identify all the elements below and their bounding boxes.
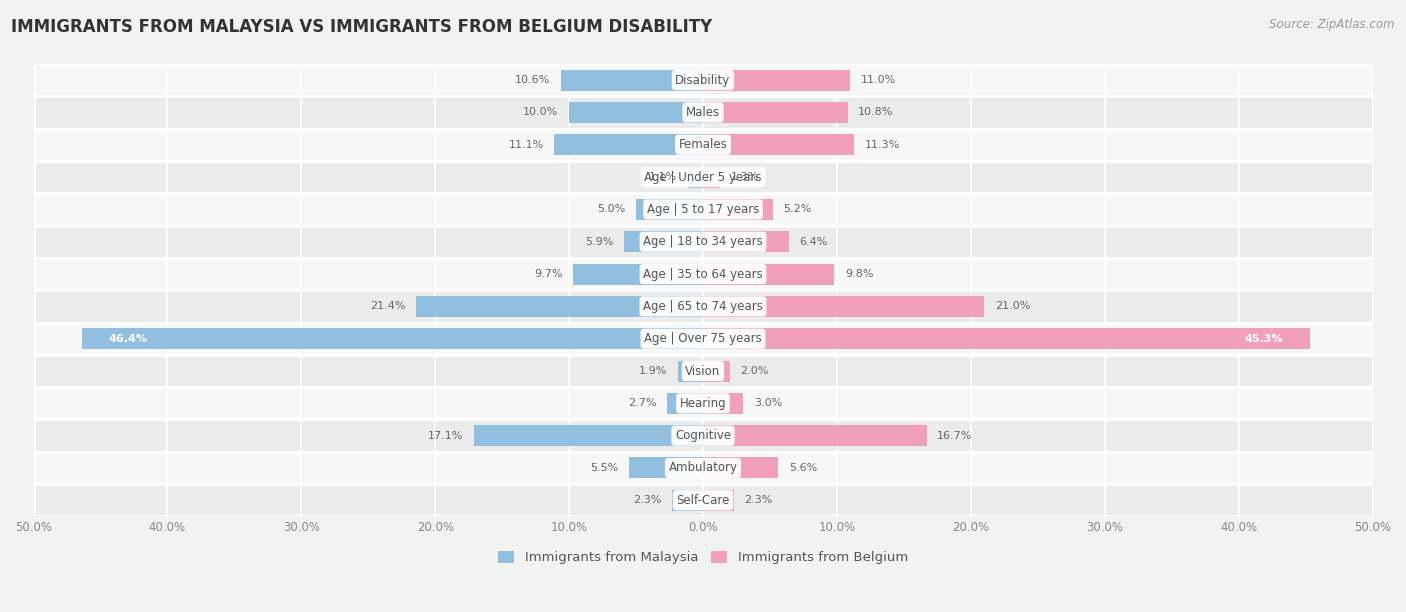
Text: 2.3%: 2.3% <box>633 495 661 506</box>
Text: 11.3%: 11.3% <box>865 140 900 150</box>
Text: 9.8%: 9.8% <box>845 269 873 279</box>
Bar <box>689 166 703 188</box>
Bar <box>561 70 703 91</box>
Text: Age | 5 to 17 years: Age | 5 to 17 years <box>647 203 759 216</box>
Bar <box>703 264 834 285</box>
Text: 10.8%: 10.8% <box>858 108 894 118</box>
Text: 1.3%: 1.3% <box>731 172 759 182</box>
Text: 1.1%: 1.1% <box>650 172 678 182</box>
Text: 9.7%: 9.7% <box>534 269 562 279</box>
Bar <box>703 134 855 155</box>
FancyBboxPatch shape <box>34 419 1372 452</box>
Bar <box>630 457 703 479</box>
Bar <box>703 296 984 317</box>
Bar <box>624 231 703 252</box>
Bar <box>672 490 703 511</box>
FancyBboxPatch shape <box>34 193 1372 226</box>
Text: 3.0%: 3.0% <box>754 398 782 408</box>
FancyBboxPatch shape <box>34 355 1372 387</box>
Legend: Immigrants from Malaysia, Immigrants from Belgium: Immigrants from Malaysia, Immigrants fro… <box>498 551 908 564</box>
Text: 10.6%: 10.6% <box>515 75 550 85</box>
Bar <box>574 264 703 285</box>
Text: 5.5%: 5.5% <box>591 463 619 473</box>
Text: 21.4%: 21.4% <box>370 301 406 312</box>
Text: 5.9%: 5.9% <box>585 237 613 247</box>
Bar <box>703 490 734 511</box>
Text: Age | 35 to 64 years: Age | 35 to 64 years <box>643 267 763 280</box>
Text: 5.2%: 5.2% <box>783 204 811 214</box>
FancyBboxPatch shape <box>34 64 1372 96</box>
Bar <box>678 360 703 381</box>
Bar <box>703 166 720 188</box>
Bar <box>703 70 851 91</box>
Text: 2.3%: 2.3% <box>745 495 773 506</box>
Bar <box>569 102 703 123</box>
Text: Age | 65 to 74 years: Age | 65 to 74 years <box>643 300 763 313</box>
Bar <box>703 425 927 446</box>
FancyBboxPatch shape <box>34 129 1372 161</box>
Text: 21.0%: 21.0% <box>995 301 1031 312</box>
FancyBboxPatch shape <box>34 226 1372 258</box>
Bar <box>474 425 703 446</box>
Bar <box>703 393 744 414</box>
Text: 17.1%: 17.1% <box>427 431 464 441</box>
Bar <box>703 231 789 252</box>
Text: Vision: Vision <box>685 365 721 378</box>
Text: Age | 18 to 34 years: Age | 18 to 34 years <box>643 235 763 248</box>
FancyBboxPatch shape <box>34 452 1372 484</box>
Bar <box>636 199 703 220</box>
FancyBboxPatch shape <box>34 290 1372 323</box>
Text: Disability: Disability <box>675 73 731 87</box>
Text: Hearing: Hearing <box>679 397 727 410</box>
Text: Source: ZipAtlas.com: Source: ZipAtlas.com <box>1270 18 1395 31</box>
Bar <box>703 360 730 381</box>
Text: Age | Under 5 years: Age | Under 5 years <box>644 171 762 184</box>
Text: 2.0%: 2.0% <box>741 366 769 376</box>
Text: 6.4%: 6.4% <box>800 237 828 247</box>
FancyBboxPatch shape <box>34 484 1372 517</box>
Text: IMMIGRANTS FROM MALAYSIA VS IMMIGRANTS FROM BELGIUM DISABILITY: IMMIGRANTS FROM MALAYSIA VS IMMIGRANTS F… <box>11 18 713 36</box>
Text: Males: Males <box>686 106 720 119</box>
FancyBboxPatch shape <box>34 161 1372 193</box>
FancyBboxPatch shape <box>34 323 1372 355</box>
Text: 46.4%: 46.4% <box>108 334 148 344</box>
Text: 1.9%: 1.9% <box>638 366 666 376</box>
Text: Ambulatory: Ambulatory <box>668 461 738 474</box>
Text: 11.0%: 11.0% <box>860 75 896 85</box>
FancyBboxPatch shape <box>34 387 1372 419</box>
Bar <box>416 296 703 317</box>
Text: 45.3%: 45.3% <box>1244 334 1282 344</box>
Bar <box>703 199 773 220</box>
Bar <box>666 393 703 414</box>
Text: 11.1%: 11.1% <box>509 140 544 150</box>
Bar <box>703 328 1309 349</box>
Bar <box>703 457 778 479</box>
Text: Self-Care: Self-Care <box>676 494 730 507</box>
Text: 2.7%: 2.7% <box>627 398 657 408</box>
FancyBboxPatch shape <box>34 96 1372 129</box>
Text: 5.6%: 5.6% <box>789 463 817 473</box>
Text: 5.0%: 5.0% <box>598 204 626 214</box>
Text: Cognitive: Cognitive <box>675 429 731 442</box>
Bar <box>703 102 848 123</box>
Text: 10.0%: 10.0% <box>523 108 558 118</box>
Text: 16.7%: 16.7% <box>938 431 973 441</box>
Text: Age | Over 75 years: Age | Over 75 years <box>644 332 762 345</box>
Bar <box>554 134 703 155</box>
Bar <box>82 328 703 349</box>
FancyBboxPatch shape <box>34 258 1372 290</box>
Text: Females: Females <box>679 138 727 151</box>
